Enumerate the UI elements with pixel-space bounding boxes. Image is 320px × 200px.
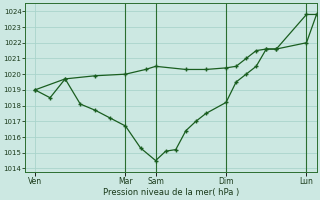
X-axis label: Pression niveau de la mer( hPa ): Pression niveau de la mer( hPa ): [103, 188, 239, 197]
